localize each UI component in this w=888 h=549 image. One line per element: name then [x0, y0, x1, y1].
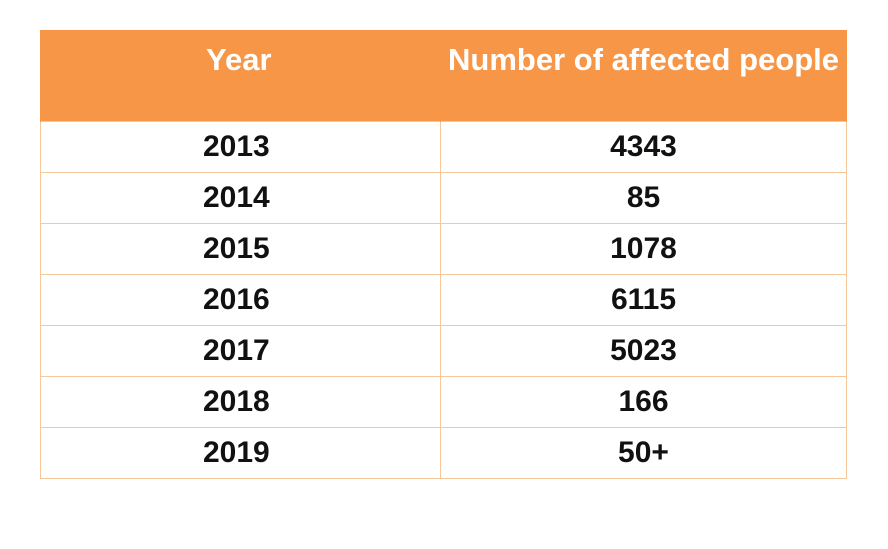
year-cell: 2016 — [40, 273, 441, 326]
table-row: 2016 6115 — [40, 273, 847, 326]
table-header: Year Number of affected people — [40, 30, 847, 121]
year-cell: 2017 — [40, 324, 441, 377]
affected-cell: 6115 — [440, 273, 847, 326]
affected-cell: 5023 — [440, 324, 847, 377]
table-row: 2019 50+ — [40, 426, 847, 479]
column-header-year: Year — [40, 30, 441, 121]
table-row: 2015 1078 — [40, 222, 847, 275]
year-cell: 2015 — [40, 222, 441, 275]
affected-cell: 85 — [440, 171, 847, 224]
table-row: 2013 4343 — [40, 120, 847, 173]
year-cell: 2018 — [40, 375, 441, 428]
table-row: 2017 5023 — [40, 324, 847, 377]
affected-people-table: Year Number of affected people 2013 4343… — [40, 30, 847, 479]
affected-cell: 1078 — [440, 222, 847, 275]
affected-people-table-container: Year Number of affected people 2013 4343… — [40, 30, 847, 479]
year-cell: 2019 — [40, 426, 441, 479]
table-row: 2014 85 — [40, 171, 847, 224]
affected-cell: 4343 — [440, 120, 847, 173]
affected-cell: 166 — [440, 375, 847, 428]
table-row: 2018 166 — [40, 375, 847, 428]
affected-cell: 50+ — [440, 426, 847, 479]
table-body: 2013 4343 2014 85 2015 1078 2016 6115 20… — [40, 120, 847, 479]
year-cell: 2014 — [40, 171, 441, 224]
year-cell: 2013 — [40, 120, 441, 173]
column-header-affected: Number of affected people — [440, 30, 847, 121]
header-row: Year Number of affected people — [40, 30, 847, 121]
